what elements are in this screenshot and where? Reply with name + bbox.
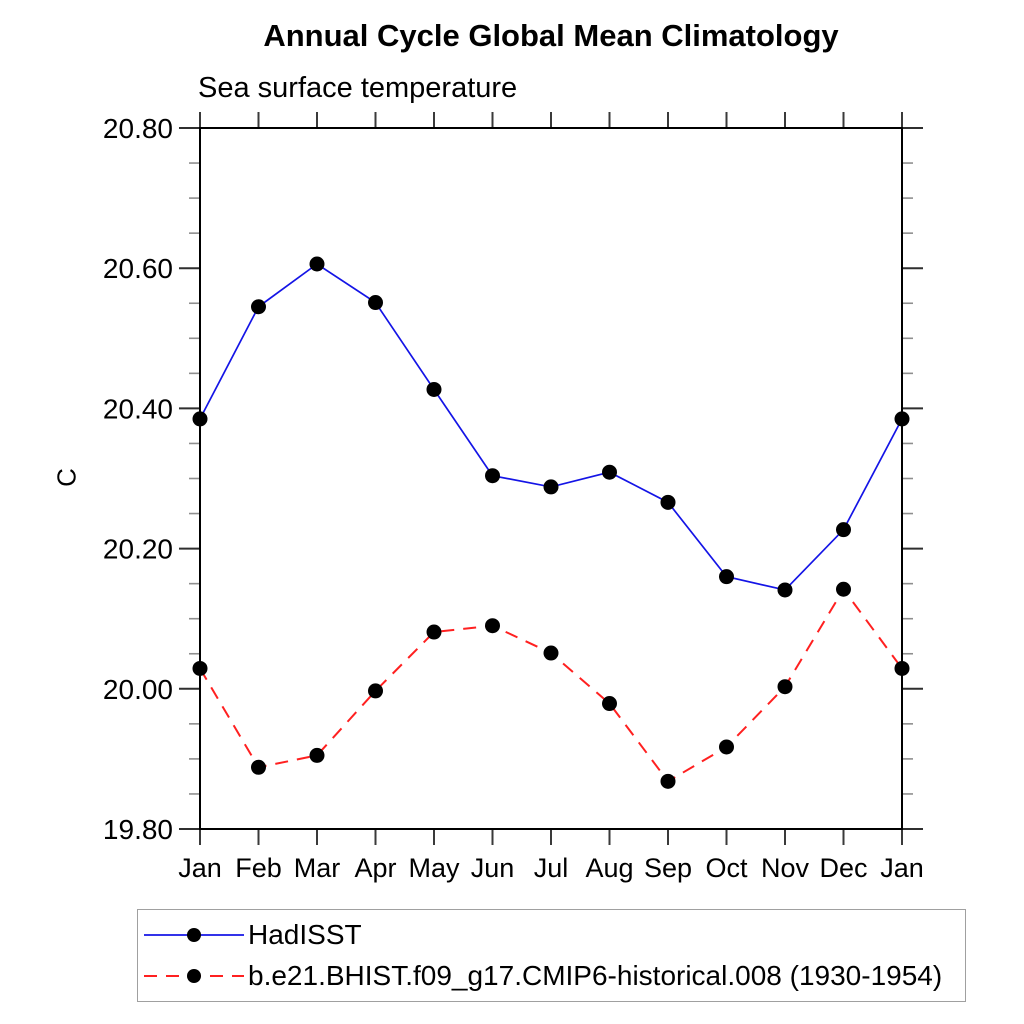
legend: HadISST b.e21.BHIST.f09_g17.CMIP6-histor… bbox=[137, 909, 966, 1002]
data-point bbox=[543, 479, 559, 495]
y-tick-label: 20.00 bbox=[103, 674, 173, 705]
data-point bbox=[485, 618, 500, 634]
data-point bbox=[192, 411, 208, 427]
data-point bbox=[251, 759, 266, 775]
data-point bbox=[309, 747, 325, 763]
data-point bbox=[543, 645, 559, 661]
data-point bbox=[368, 295, 383, 311]
data-point bbox=[251, 299, 266, 315]
data-point bbox=[368, 683, 383, 699]
x-tick-label: Jan bbox=[880, 853, 924, 883]
x-tick-label: Nov bbox=[761, 853, 810, 883]
data-point bbox=[836, 522, 851, 538]
x-tick-label: Feb bbox=[235, 853, 282, 883]
x-tick-label: Dec bbox=[819, 853, 867, 883]
x-tick-label: Sep bbox=[644, 853, 692, 883]
legend-label-model: b.e21.BHIST.f09_g17.CMIP6-historical.008… bbox=[248, 960, 943, 991]
x-tick-label: Oct bbox=[705, 853, 748, 883]
x-tick-label: Jan bbox=[178, 853, 222, 883]
x-tick-label: Jul bbox=[534, 853, 569, 883]
legend-sample-marker bbox=[187, 969, 201, 983]
chart-title: Annual Cycle Global Mean Climatology bbox=[263, 18, 839, 53]
chart-subtitle: Sea surface temperature bbox=[198, 72, 518, 104]
data-point bbox=[777, 582, 793, 598]
legend-label-hadisst: HadISST bbox=[248, 919, 362, 950]
data-point bbox=[426, 624, 442, 640]
data-point bbox=[309, 256, 325, 272]
legend-line-sample-icon bbox=[144, 969, 244, 983]
y-tick-label: 20.80 bbox=[103, 113, 173, 144]
x-tick-label: May bbox=[408, 853, 460, 883]
data-point bbox=[836, 581, 851, 597]
data-point bbox=[894, 411, 910, 427]
data-point bbox=[602, 696, 617, 712]
data-point bbox=[719, 739, 734, 755]
series-line-0 bbox=[199, 262, 903, 591]
data-point bbox=[602, 464, 617, 480]
legend-entry-model: b.e21.BHIST.f09_g17.CMIP6-historical.008… bbox=[142, 960, 942, 991]
y-tick-label: 19.80 bbox=[103, 814, 173, 845]
series-line-1 bbox=[199, 587, 903, 783]
data-point bbox=[426, 381, 442, 397]
x-tick-label: Jun bbox=[471, 853, 515, 883]
data-point bbox=[192, 660, 208, 676]
plot-frame bbox=[199, 127, 903, 830]
y-tick-label: 20.20 bbox=[103, 534, 173, 565]
x-tick-label: Apr bbox=[354, 853, 396, 883]
data-point bbox=[660, 773, 676, 789]
data-point bbox=[485, 468, 500, 484]
x-tick-label: Mar bbox=[294, 853, 341, 883]
x-tick-label: Aug bbox=[585, 853, 633, 883]
legend-sample-marker bbox=[187, 928, 201, 942]
data-point bbox=[894, 660, 910, 676]
data-point bbox=[719, 569, 734, 585]
data-point bbox=[777, 679, 793, 695]
legend-entry-hadisst: HadISST bbox=[142, 919, 362, 950]
y-tick-label: 20.60 bbox=[103, 253, 173, 284]
data-point bbox=[660, 494, 676, 510]
y-tick-label: 20.40 bbox=[103, 393, 173, 424]
legend-line-sample-icon bbox=[144, 928, 244, 942]
